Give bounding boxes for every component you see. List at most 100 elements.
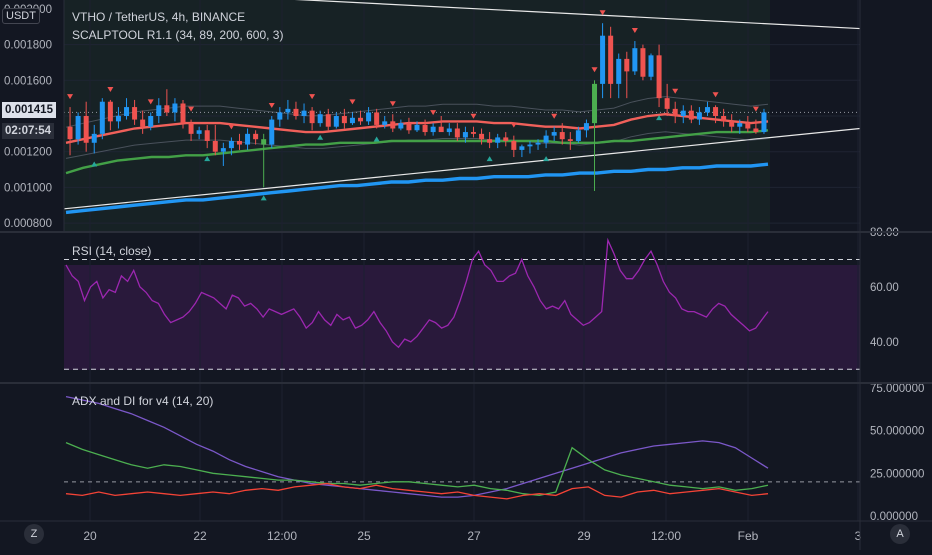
price-axis-label: 0.001600	[4, 75, 52, 87]
sell-arrow	[672, 88, 679, 94]
candle-body	[511, 140, 517, 150]
candle-body	[438, 126, 444, 133]
candle-body	[269, 119, 275, 145]
adx-axis-label: 25.000000	[870, 468, 924, 480]
buy-arrow	[373, 136, 380, 142]
time-axis-label: 29	[577, 529, 591, 543]
time-axis-label: 3	[855, 529, 862, 543]
candle-body	[495, 137, 501, 143]
candle-body	[648, 55, 654, 77]
candle-body	[140, 119, 146, 127]
price-axis-label: 0.001000	[4, 182, 52, 194]
countdown-label: 02:07:54	[2, 123, 55, 139]
candle-body	[559, 132, 565, 140]
candle-body	[551, 132, 557, 136]
candle-body	[672, 108, 678, 116]
candle-body	[196, 130, 202, 134]
sell-arrow	[107, 86, 114, 92]
sell-arrow	[752, 106, 759, 112]
candle-body	[535, 142, 541, 145]
candle-body	[543, 135, 549, 143]
zoom-toggle-button[interactable]: Z	[24, 524, 44, 544]
candle-body	[325, 114, 331, 127]
buy-arrow	[656, 115, 663, 121]
trendline	[63, 127, 861, 210]
candle-body	[422, 124, 428, 133]
sell-arrow	[591, 67, 598, 73]
sell-arrow	[389, 101, 396, 107]
candle-body	[349, 117, 355, 124]
rsi-band-fill	[64, 265, 860, 370]
time-axis-label: 20	[83, 529, 97, 543]
candle-body	[704, 107, 710, 113]
sell-arrow	[430, 110, 437, 116]
adx-series-di	[65, 442, 769, 497]
buy-arrow	[317, 134, 324, 140]
candle-body	[470, 132, 476, 134]
buy-arrow	[91, 161, 98, 167]
candle-body	[414, 124, 420, 131]
candle-body	[753, 128, 759, 133]
sell-arrow	[631, 28, 638, 34]
candle-body	[261, 139, 267, 145]
adx-series-di	[65, 482, 769, 500]
buy-arrow	[260, 195, 267, 201]
candle-body	[616, 58, 622, 84]
sell-arrow	[712, 92, 719, 98]
time-axis-label: 12:00	[267, 529, 297, 543]
sell-arrow	[599, 10, 606, 16]
buy-arrow	[204, 156, 211, 162]
candle-body	[277, 112, 283, 120]
candle-body	[132, 107, 138, 120]
candle-body	[632, 48, 638, 72]
currency-badge[interactable]: USDT	[2, 8, 40, 24]
candle-body	[592, 83, 598, 124]
candle-body	[398, 123, 404, 129]
ema-line-ema-200	[65, 162, 769, 215]
candle-body	[172, 103, 178, 113]
last-price-label: 0.001415	[2, 102, 56, 118]
adx-series-adx	[65, 395, 769, 498]
candle-body	[180, 103, 186, 124]
time-axis-label: 27	[467, 529, 481, 543]
candle-body	[228, 140, 234, 149]
candle-body	[67, 126, 73, 140]
candle-body	[696, 112, 702, 120]
candle-body	[527, 144, 533, 147]
candle-body	[374, 112, 380, 125]
rsi-title: RSI (14, close)	[72, 244, 152, 258]
candle-body	[519, 146, 525, 150]
adx-title: ADX and DI for v4 (14, 20)	[72, 394, 214, 408]
adx-pane	[64, 395, 860, 500]
candle-body	[721, 116, 727, 122]
candle-body	[124, 107, 130, 116]
sell-arrow	[228, 124, 235, 130]
candle-body	[148, 116, 154, 127]
candle-body	[366, 112, 372, 122]
rsi-axis-label: 40.00	[870, 337, 899, 349]
candle-body	[680, 110, 686, 116]
candle-body	[406, 123, 412, 131]
candle-body	[245, 133, 251, 145]
auto-scale-button[interactable]: A	[890, 524, 910, 544]
candle-body	[430, 126, 436, 133]
sell-arrow	[188, 106, 195, 112]
candle-body	[624, 58, 630, 72]
time-axis-label: 12:00	[651, 529, 681, 543]
sell-arrow	[309, 94, 316, 100]
candle-body	[640, 48, 646, 77]
candle-body	[575, 130, 581, 141]
sell-arrow	[510, 122, 517, 128]
candle-body	[454, 128, 460, 138]
candle-body	[212, 140, 218, 152]
candle-body	[713, 107, 719, 116]
candle-body	[75, 116, 81, 140]
symbol-title: VTHO / TetherUS, 4h, BINANCE	[72, 10, 246, 24]
sell-arrow	[67, 94, 74, 100]
adx-axis-label: 75.000000	[870, 383, 924, 395]
candle-body	[99, 101, 105, 134]
rsi-axis-label: 60.00	[870, 282, 899, 294]
candle-body	[164, 105, 170, 113]
